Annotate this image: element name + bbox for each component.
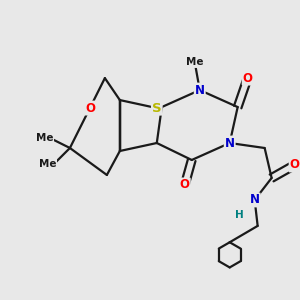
Text: O: O <box>85 102 95 115</box>
Text: H: H <box>235 210 244 220</box>
Text: O: O <box>243 72 253 85</box>
Text: Me: Me <box>186 57 203 67</box>
Text: N: N <box>225 136 235 149</box>
Text: N: N <box>195 84 205 97</box>
Text: O: O <box>180 178 190 191</box>
Text: Me: Me <box>39 160 56 170</box>
Text: N: N <box>250 194 260 206</box>
Text: O: O <box>290 158 300 172</box>
Text: Me: Me <box>36 133 53 142</box>
Text: S: S <box>152 102 162 115</box>
